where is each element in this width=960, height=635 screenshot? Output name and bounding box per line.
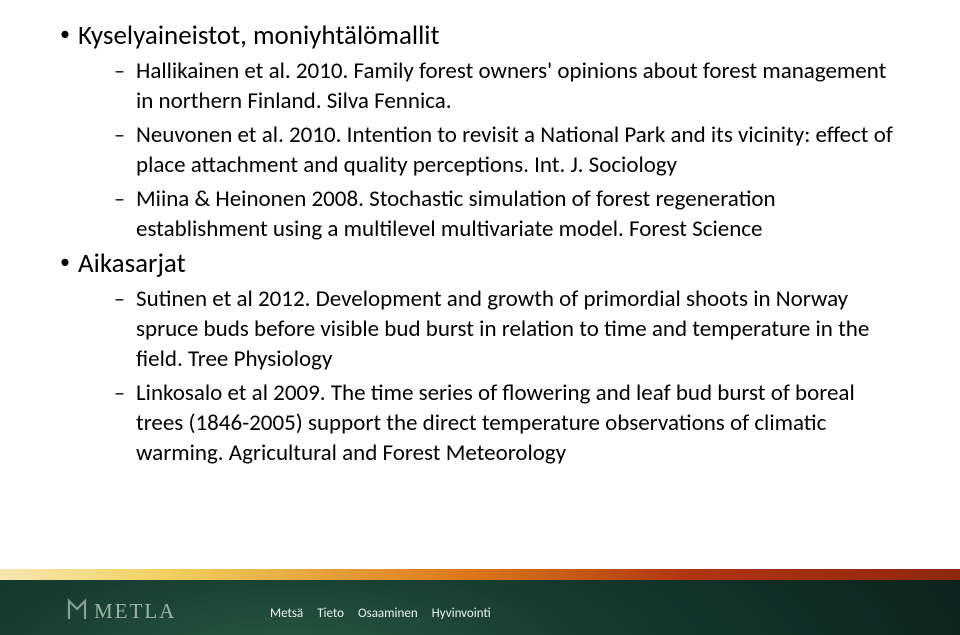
sub-list-2: – Sutinen et al 2012. Development and gr… (114, 284, 900, 468)
logo-text: METLA (94, 599, 176, 624)
item-text: Neuvonen et al. 2010. Intention to revis… (136, 120, 900, 180)
dash-icon: – (114, 378, 136, 408)
bullet-icon: • (60, 248, 78, 276)
section-2: • Aikasarjat – Sutinen et al 2012. Devel… (60, 248, 900, 468)
list-item: – Sutinen et al 2012. Development and gr… (114, 284, 900, 374)
section-heading: Aikasarjat (78, 248, 186, 280)
list-item: – Hallikainen et al. 2010. Family forest… (114, 56, 900, 116)
bullet-icon: • (60, 20, 78, 48)
tagline-word: Hyvinvointi (432, 606, 491, 621)
slide-content: • Kyselyaineistot, moniyhtälömallit – Ha… (0, 0, 960, 468)
dash-icon: – (114, 184, 136, 214)
section-1: • Kyselyaineistot, moniyhtälömallit – Ha… (60, 20, 900, 244)
logo-mark-icon (66, 595, 88, 627)
item-text: Miina & Heinonen 2008. Stochastic simula… (136, 184, 900, 244)
list-item: – Neuvonen et al. 2010. Intention to rev… (114, 120, 900, 180)
dash-icon: – (114, 120, 136, 150)
tagline-word: Tieto (317, 606, 344, 621)
item-text: Hallikainen et al. 2010. Family forest o… (136, 56, 900, 116)
item-text: Linkosalo et al 2009. The time series of… (136, 378, 900, 468)
top-list: • Kyselyaineistot, moniyhtälömallit – Ha… (60, 20, 900, 468)
footer-tagline: Metsä Tieto Osaaminen Hyvinvointi (270, 606, 491, 621)
item-text: Sutinen et al 2012. Development and grow… (136, 284, 900, 374)
section-heading: Kyselyaineistot, moniyhtälömallit (78, 20, 440, 52)
gradient-bar (0, 569, 960, 580)
tagline-word: Osaaminen (358, 606, 418, 621)
footer: METLA Metsä Tieto Osaaminen Hyvinvointi (0, 563, 960, 635)
list-item: – Linkosalo et al 2009. The time series … (114, 378, 900, 468)
logo: METLA (66, 595, 176, 627)
dash-icon: – (114, 56, 136, 86)
list-item: – Miina & Heinonen 2008. Stochastic simu… (114, 184, 900, 244)
sub-list-1: – Hallikainen et al. 2010. Family forest… (114, 56, 900, 244)
tagline-word: Metsä (270, 606, 303, 621)
dash-icon: – (114, 284, 136, 314)
